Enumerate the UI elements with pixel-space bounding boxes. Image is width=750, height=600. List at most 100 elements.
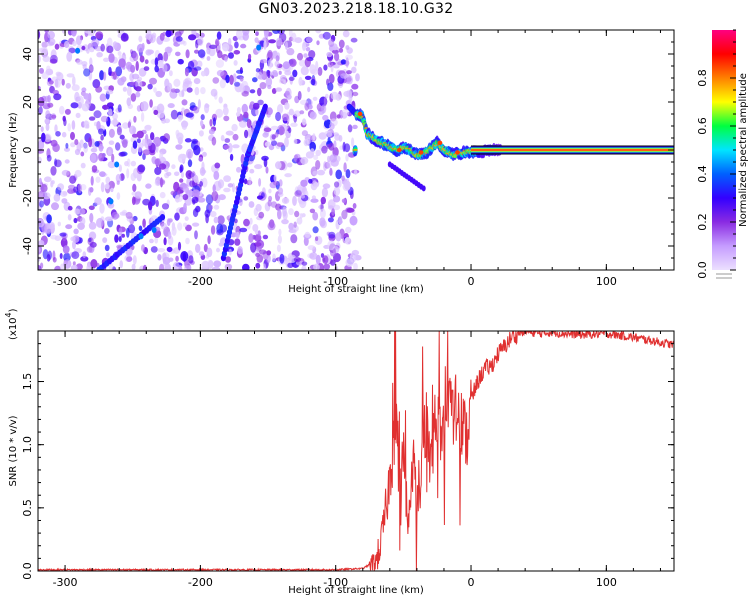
noise-blob [86,124,90,129]
noise-blob [301,265,307,270]
noise-blob [175,36,183,42]
noise-blob [264,141,271,147]
noise-blob [91,38,100,47]
snr-y-tick-label: 1.5 [21,373,34,391]
noise-blob [135,86,142,92]
noise-blob [207,235,211,245]
noise-blob [317,66,323,76]
noise-blob [229,153,234,161]
noise-blob [235,231,240,239]
noise-blob [126,256,133,262]
noise-blob [211,136,217,146]
noise-blob [100,134,104,141]
noise-blob [212,117,216,127]
noise-blob [253,207,259,217]
noise-blob [211,266,221,270]
noise-blob [213,260,222,268]
noise-blob [153,87,157,93]
noise-blob [231,123,238,132]
noise-blob [185,237,190,245]
noise-blob [248,201,255,208]
noise-blob [327,137,331,143]
noise-blob [157,253,162,261]
noise-blob [129,125,137,135]
noise-blob [96,120,101,131]
noise-blob [228,38,232,46]
noise-blob [59,105,65,115]
snr-plot-area [38,331,674,571]
noise-blob [268,39,276,44]
noise-blob [278,126,285,135]
noise-blob [51,202,59,211]
noise-blob [290,234,298,244]
noise-blob [80,255,89,262]
noise-blob [98,143,104,152]
noise-blob [223,144,230,150]
noise-blob [46,214,52,224]
noise-blob [199,147,204,152]
noise-blob [38,247,41,253]
noise-blob [252,224,259,232]
noise-blob [258,178,262,187]
noise-blob [161,118,167,124]
noise-blob [106,252,110,258]
noise-blob [157,53,163,63]
noise-blob [93,110,102,119]
noise-blob [105,89,114,95]
noise-blob [71,120,76,130]
noise-blob [44,30,49,33]
noise-blob [189,102,196,109]
noise-bright-blob [75,47,81,54]
spectrogram-y-tick-label: 40 [21,47,34,61]
noise-blob [131,133,139,138]
noise-blob [149,238,154,244]
noise-blob [168,218,173,223]
noise-blob [346,70,352,75]
noise-blob [116,30,125,35]
noise-blob [208,128,215,135]
noise-blob [133,115,137,123]
noise-blob [242,32,249,41]
spectrogram-y-axis-title: Frequency (Hz) [8,112,19,188]
noise-blob [249,89,256,94]
noise-blob [118,164,122,172]
noise-blob [111,119,119,126]
noise-blob [188,255,194,264]
spectrogram-y-tick-label: 0 [21,147,34,154]
noise-blob [104,228,110,234]
noise-blob [300,179,308,187]
noise-blob [343,90,351,97]
noise-blob [67,214,72,221]
noise-blob [39,67,44,74]
noise-blob [34,95,38,101]
noise-blob [199,181,204,187]
noise-blob [351,137,355,147]
noise-blob [340,73,348,79]
noise-blob [154,167,162,175]
noise-blob [148,201,153,211]
noise-blob [324,130,333,138]
noise-blob [315,149,322,157]
noise-blob [47,102,54,108]
noise-blob [309,64,317,75]
spectrogram-steady-line [471,145,674,155]
noise-blob [117,104,122,113]
snr-y-multiplier-close: ) [8,308,19,312]
noise-blob [51,114,57,119]
noise-blob [50,54,58,64]
noise-blob [267,84,272,90]
noise-blob [222,106,229,116]
noise-blob [309,208,316,214]
noise-blob [65,142,69,149]
noise-blob [271,140,277,146]
noise-blob [43,133,52,143]
noise-blob [162,63,168,73]
noise-blob [94,141,100,147]
noise-blob [346,47,353,54]
noise-blob [209,119,213,127]
noise-blob [288,222,294,231]
noise-blob [102,237,108,244]
noise-blob [237,246,243,255]
noise-blob [262,263,267,270]
noise-blob [300,194,305,199]
